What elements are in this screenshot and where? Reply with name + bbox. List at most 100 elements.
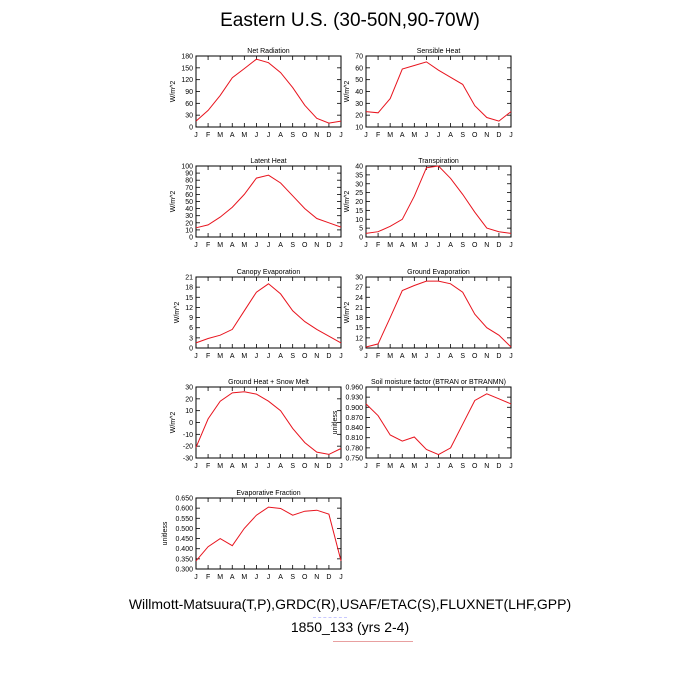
x-tick-label: J: [437, 242, 441, 249]
y-tick-label: -10: [183, 432, 193, 439]
x-tick-label: A: [448, 353, 453, 360]
data-point: [365, 111, 366, 112]
x-tick-label: M: [387, 353, 393, 360]
data-point: [390, 317, 391, 318]
y-tick-label: 0.650: [175, 496, 193, 503]
x-tick-label: A: [278, 463, 283, 470]
data-point: [244, 391, 245, 392]
x-tick-label: A: [448, 242, 453, 249]
data-point: [304, 321, 305, 322]
series-line-latent-heat: [195, 174, 342, 229]
x-tick-label: A: [400, 353, 405, 360]
data-point: [256, 177, 257, 178]
y-tick-label: 20: [355, 199, 363, 206]
x-tick-label: J: [267, 132, 271, 139]
data-point: [438, 70, 439, 71]
plot-title: Ground Evaporation: [407, 269, 470, 276]
plot-frame: [195, 276, 342, 349]
data-point: [438, 165, 439, 166]
data-point: [244, 528, 245, 529]
y-tick-label: 5: [359, 226, 363, 233]
data-point: [232, 207, 233, 208]
y-tick-label: 3: [189, 335, 193, 342]
y-tick-label: 30: [185, 113, 193, 120]
x-tick-label: M: [217, 353, 223, 360]
data-point: [462, 292, 463, 293]
y-tick-label: 60: [355, 65, 363, 72]
data-point: [377, 231, 378, 232]
data-point: [207, 110, 208, 111]
x-tick-label: M: [241, 353, 247, 360]
y-tick-label: 40: [355, 89, 363, 96]
y-tick-label: 0: [189, 125, 193, 132]
x-tick-label: J: [425, 353, 429, 360]
y-tick-label: 0.550: [175, 516, 193, 523]
x-tick-label: J: [509, 132, 513, 139]
data-point: [256, 394, 257, 395]
x-tick-label: F: [206, 463, 210, 470]
x-tick-label: A: [400, 463, 405, 470]
data-point: [474, 105, 475, 106]
plot-frame: [365, 165, 512, 238]
data-point: [195, 120, 196, 121]
y-tick-label: 20: [355, 113, 363, 120]
data-point: [304, 442, 305, 443]
data-point: [268, 401, 269, 402]
data-point: [450, 283, 451, 284]
data-point: [377, 343, 378, 344]
y-tick-label: 0.960: [345, 385, 363, 392]
data-point: [426, 167, 427, 168]
x-tick-label: A: [230, 242, 235, 249]
y-axis-label: W/m^2: [170, 81, 177, 103]
series-line-canopy-evaporation: [195, 283, 342, 344]
data-point: [390, 434, 391, 435]
data-point: [220, 401, 221, 402]
data-point: [426, 280, 427, 281]
x-tick-label: J: [194, 463, 198, 470]
data-point: [462, 424, 463, 425]
footer-dash-rule: [313, 617, 347, 618]
series-line-sensible-heat: [365, 61, 512, 122]
y-tick-label: 21: [355, 305, 363, 312]
x-tick-label: J: [364, 132, 368, 139]
data-point: [498, 120, 499, 121]
data-point: [256, 515, 257, 516]
y-tick-label: 20: [185, 396, 193, 403]
x-tick-label: J: [255, 463, 259, 470]
data-point: [498, 398, 499, 399]
data-point: [450, 77, 451, 78]
x-tick-label: M: [387, 242, 393, 249]
y-tick-label: 0.840: [345, 425, 363, 432]
data-point: [292, 310, 293, 311]
x-tick-label: J: [194, 574, 198, 581]
x-tick-label: M: [411, 242, 417, 249]
y-tick-label: 0.300: [175, 567, 193, 574]
x-tick-label: F: [206, 132, 210, 139]
plot-frame: [365, 55, 512, 128]
x-tick-label: S: [290, 132, 295, 139]
x-tick-label: J: [339, 132, 343, 139]
y-tick-label: 12: [185, 305, 193, 312]
y-tick-label: 12: [355, 335, 363, 342]
x-tick-label: O: [302, 242, 308, 249]
data-point: [195, 447, 196, 448]
x-tick-label: J: [425, 132, 429, 139]
y-tick-label: 0.600: [175, 506, 193, 513]
y-tick-label: 9: [189, 315, 193, 322]
y-tick-label: 100: [181, 164, 193, 171]
x-tick-label: M: [241, 242, 247, 249]
x-tick-label: M: [241, 132, 247, 139]
series-line-net-radiation: [195, 58, 342, 124]
data-point: [268, 62, 269, 63]
data-point: [498, 231, 499, 232]
y-tick-label: 10: [185, 408, 193, 415]
data-point: [292, 87, 293, 88]
data-point: [486, 117, 487, 118]
y-tick-label: 30: [355, 275, 363, 282]
y-tick-label: 0: [189, 235, 193, 242]
y-tick-label: -20: [183, 444, 193, 451]
